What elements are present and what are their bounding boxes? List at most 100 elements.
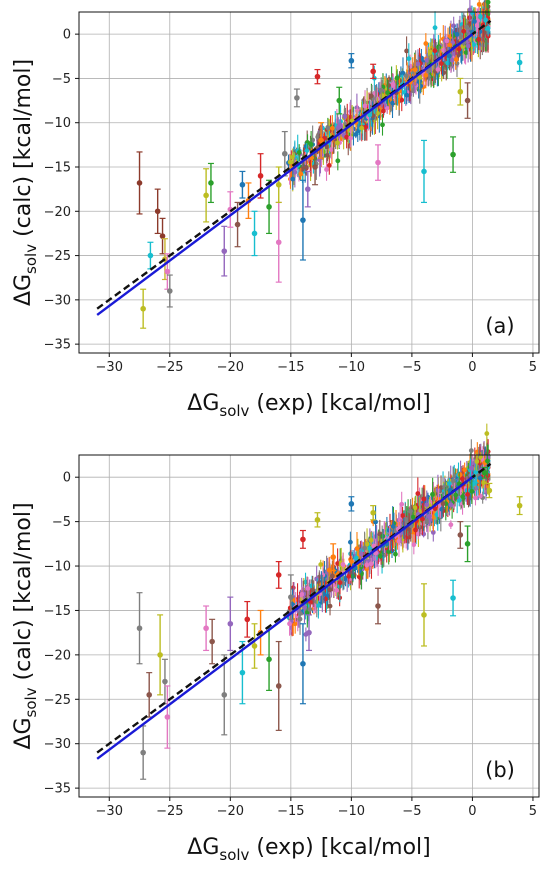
point-marker [203, 192, 209, 199]
cloud-point [423, 517, 429, 523]
point-marker [239, 181, 246, 188]
point-marker [251, 643, 258, 649]
data-point [348, 496, 355, 512]
point-marker [370, 509, 376, 516]
data-point [336, 86, 343, 115]
cloud-point [308, 142, 314, 147]
data-point [157, 614, 164, 696]
point-marker [421, 612, 427, 618]
cloud-point [362, 103, 368, 109]
cloud-point [448, 502, 454, 508]
cloud-point [419, 516, 425, 522]
cloud-point [456, 46, 462, 52]
point-marker [330, 554, 337, 560]
cloud-point [368, 561, 374, 567]
point-marker [159, 233, 166, 239]
panel-label: (a) [485, 314, 514, 338]
point-marker [370, 68, 376, 75]
cloud-point [400, 70, 406, 76]
cloud-point [303, 164, 309, 170]
cloud-point [432, 48, 438, 54]
plot-area [79, 12, 539, 353]
x-tick-label: −10 [338, 360, 365, 375]
cloud-point [394, 75, 400, 81]
data-points [136, 53, 523, 329]
chart-panel-a: −30 −25 −20 −15 −10 −5 0 5 −35 −30 −25 −20 −15 −10 −5 0… [11, 0, 540, 420]
point-marker [164, 714, 171, 720]
y-tick-label: 0 [63, 471, 71, 486]
cloud-point [359, 125, 365, 131]
cloud-point [459, 476, 465, 482]
x-tick-label: −25 [156, 804, 183, 819]
point-marker [300, 536, 306, 543]
cloud-point [477, 475, 483, 481]
data-point [299, 179, 306, 261]
point-marker [221, 248, 228, 254]
cloud-point [364, 566, 370, 572]
y-axis-title: ΔGsolv (calc) [kcal/mol] [11, 502, 40, 749]
cloud-point [325, 152, 330, 158]
data-point [136, 592, 143, 665]
point-marker [516, 59, 523, 66]
data-point [450, 136, 457, 173]
y-tick-label: −25 [44, 693, 71, 708]
fit-line [96, 476, 474, 760]
cloud-point [406, 56, 412, 62]
y-tick-label: −30 [44, 737, 71, 752]
cloud-point [373, 519, 378, 525]
data-point [251, 623, 258, 669]
cloud-point [335, 158, 341, 164]
data-point [375, 144, 381, 181]
data-point [314, 68, 321, 85]
cloud-point [287, 159, 293, 165]
data-point [159, 217, 166, 255]
cloud-point [399, 97, 405, 103]
data-point [293, 88, 300, 108]
data-point [146, 672, 153, 718]
cloud-point [450, 478, 456, 484]
cloud-point [477, 14, 483, 19]
cloud-point [310, 587, 316, 593]
cloud-point [302, 605, 307, 611]
cloud-point [435, 67, 441, 72]
cloud-point [292, 169, 298, 175]
cloud-point [481, 480, 487, 486]
data-point [457, 77, 464, 106]
point-marker [306, 629, 312, 636]
cloud-point [393, 551, 398, 557]
cloud-point [469, 37, 475, 43]
cloud-point [415, 491, 421, 496]
cloud-point [330, 573, 335, 579]
cloud-point [299, 591, 305, 597]
cloud-point [349, 559, 354, 564]
cloud-point [404, 92, 410, 98]
point-marker [164, 268, 171, 275]
cloud-point [463, 50, 469, 55]
cloud-point [385, 90, 391, 96]
data-point [318, 122, 325, 159]
cloud-point [290, 585, 296, 591]
y-tick-label: −5 [52, 72, 71, 87]
x-axis-title-rest: (exp) [kcal/mol] [249, 835, 430, 860]
cloud-point [353, 555, 359, 561]
data-point [221, 654, 228, 736]
x-tick-label: −5 [402, 804, 421, 819]
cloud-point [435, 487, 441, 493]
cloud-point [347, 539, 353, 545]
cloud-point [426, 68, 432, 74]
y-tick-label: −30 [44, 293, 71, 308]
cloud-point [329, 125, 335, 131]
point-marker [162, 678, 168, 685]
cloud-point [386, 83, 392, 88]
data-point [481, 466, 488, 479]
panel-label: (b) [485, 758, 515, 782]
cloud-point [381, 102, 387, 108]
point-marker [257, 173, 264, 179]
cloud-point [375, 110, 380, 116]
point-marker [266, 656, 272, 663]
cloud-point [324, 167, 329, 172]
cloud-point [421, 496, 427, 502]
data-point [251, 210, 258, 257]
cloud-point [423, 41, 429, 46]
data-point [464, 525, 471, 563]
